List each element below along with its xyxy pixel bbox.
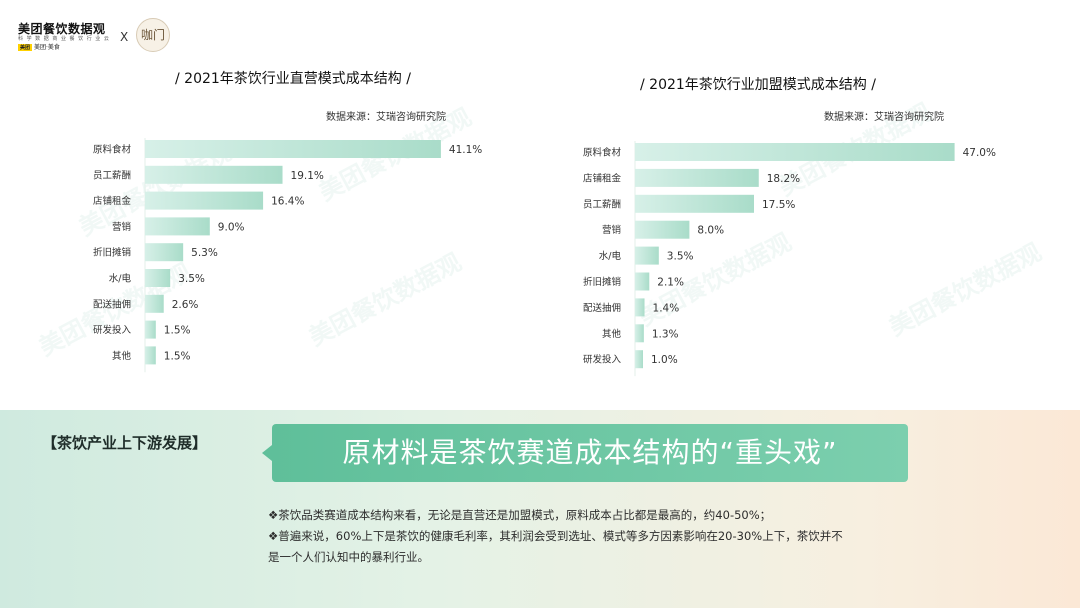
category-label-franchise: 员工薪酬 <box>583 198 621 210</box>
value-label-franchise: 1.0% <box>651 354 678 366</box>
category-label-direct: 水/电 <box>109 273 132 285</box>
category-label-direct: 折旧摊销 <box>93 247 132 259</box>
category-label-franchise: 折旧摊销 <box>583 276 622 288</box>
bar-chart-direct: 原料食材 41.1% 员工薪酬 19.1% 店铺租金 16.4% 营销 9.0% 折旧摊销 5.3… <box>93 138 482 373</box>
value-label-direct: 19.1% <box>291 170 324 182</box>
value-label-franchise: 2.1% <box>657 277 684 289</box>
bar-direct <box>145 191 264 210</box>
bar-direct <box>145 217 210 236</box>
value-label-direct: 41.1% <box>449 144 482 156</box>
category-label-direct: 店铺租金 <box>93 195 132 207</box>
bar-franchise <box>635 298 645 317</box>
bar-direct <box>145 294 164 313</box>
meituan-logo-title: 美团餐饮数据观 <box>18 22 106 36</box>
category-label-direct: 研发投入 <box>93 324 132 336</box>
bar-franchise <box>635 272 650 291</box>
header-logos: 美团餐饮数据观 科 学 数 据 商 业 餐 饮 行 业 云 美团 美团·美食 X … <box>14 18 174 56</box>
category-label-franchise: 原料食材 <box>583 147 622 159</box>
bar-direct <box>145 346 156 365</box>
bar-direct <box>145 165 283 184</box>
section-tag: 【茶饮产业上下游发展】 <box>42 434 208 452</box>
category-label-franchise: 其他 <box>602 328 622 340</box>
bar-franchise <box>635 246 659 265</box>
category-label-franchise: 水/电 <box>599 250 622 262</box>
meituan-brand-text: 美团·美食 <box>34 44 60 51</box>
category-label-franchise: 营销 <box>602 224 622 236</box>
headline-pointer <box>262 445 272 461</box>
bar-direct <box>145 140 441 158</box>
bar-franchise <box>635 194 754 213</box>
value-label-direct: 9.0% <box>218 221 245 233</box>
bar-franchise <box>635 220 690 239</box>
bar-franchise <box>635 324 644 343</box>
meituan-logo-subtitle: 科 学 数 据 商 业 餐 饮 行 业 云 <box>18 36 110 42</box>
value-label-direct: 3.5% <box>178 273 205 285</box>
value-label-franchise: 47.0% <box>963 147 996 159</box>
category-label-direct: 营销 <box>112 221 132 233</box>
value-label-franchise: 18.2% <box>767 173 800 185</box>
meituan-brand: 美团 美团·美食 <box>18 42 60 51</box>
cross-mark: X <box>120 30 129 44</box>
category-label-direct: 其他 <box>112 350 132 362</box>
meituan-brand-mark: 美团 <box>18 44 33 51</box>
bar-franchise <box>635 168 759 187</box>
bullet-item: ❖茶饮品类赛道成本结构来看，无论是直营还是加盟模式，原料成本占比都是最高的，约4… <box>268 508 772 522</box>
bar-direct <box>145 320 156 339</box>
value-label-direct: 2.6% <box>172 299 199 311</box>
headline-box: 原材料是茶饮赛道成本结构的“重头戏” <box>272 424 908 482</box>
value-label-direct: 1.5% <box>164 325 191 337</box>
value-label-franchise: 1.3% <box>652 328 679 340</box>
bar-direct <box>145 269 171 287</box>
category-label-franchise: 配送抽佣 <box>583 302 621 314</box>
bar-chart-franchise: 原料食材 47.0% 店铺租金 18.2% 员工薪酬 17.5% 营销 8.0% 水/电 3.5%… <box>583 141 996 377</box>
bullet-item: ❖普遍来说，60%上下是茶饮的健康毛利率，其利润会受到选址、模式等多方因素影响在… <box>268 529 843 543</box>
value-label-direct: 16.4% <box>271 196 304 208</box>
headline: 原材料是茶饮赛道成本结构的“重头戏” <box>342 436 838 469</box>
value-label-direct: 1.5% <box>164 350 191 362</box>
bar-franchise <box>635 143 955 161</box>
watermark: 美团餐饮数据观 <box>884 237 1046 342</box>
bullet-list: ❖茶饮品类赛道成本结构来看，无论是直营还是加盟模式，原料成本占比都是最高的，约4… <box>268 505 988 568</box>
chart-title-franchise: / 2021年茶饮行业加盟模式成本结构 / <box>640 77 876 93</box>
value-label-franchise: 17.5% <box>762 199 795 211</box>
category-label-direct: 配送抽佣 <box>93 298 131 310</box>
category-label-franchise: 店铺租金 <box>583 172 622 184</box>
category-label-direct: 员工薪酬 <box>93 169 131 181</box>
value-label-franchise: 3.5% <box>667 251 694 263</box>
bullet-item: 是一个人们认知中的暴利行业。 <box>268 550 429 564</box>
bar-franchise <box>635 350 643 369</box>
watermark: 美团餐饮数据观 <box>74 137 236 242</box>
category-label-franchise: 研发投入 <box>583 354 622 366</box>
category-label-direct: 原料食材 <box>93 144 132 156</box>
value-label-direct: 5.3% <box>191 247 218 259</box>
bar-direct <box>145 243 184 262</box>
watermark: 美团餐饮数据观 <box>634 227 796 332</box>
value-label-franchise: 1.4% <box>653 302 680 314</box>
watermark: 美团餐饮数据观 <box>34 257 196 362</box>
chart-source-franchise: 数据来源：艾瑞咨询研究院 <box>824 112 944 123</box>
chart-title-direct: / 2021年茶饮行业直营模式成本结构 / <box>175 71 411 87</box>
watermark: 美团餐饮数据观 <box>304 247 466 352</box>
partner-logo: 咖门 <box>136 18 170 52</box>
chart-source-direct: 数据来源：艾瑞咨询研究院 <box>326 112 446 123</box>
value-label-franchise: 8.0% <box>697 225 724 237</box>
